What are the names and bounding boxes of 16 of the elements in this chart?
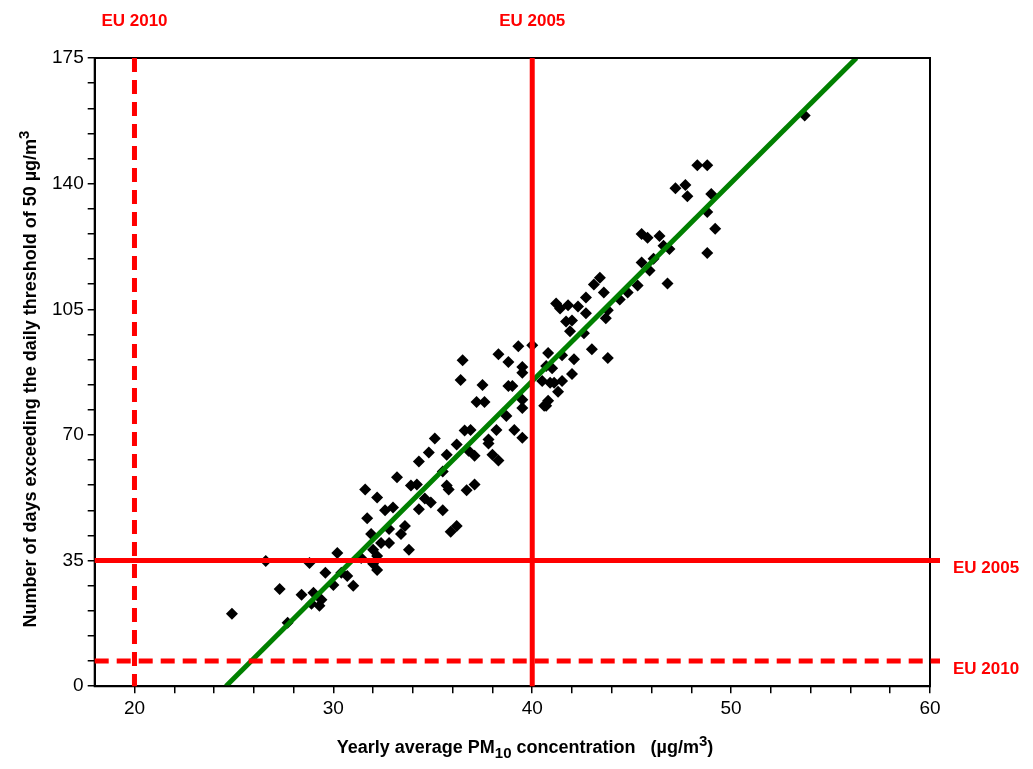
y-tick-label: 0: [73, 674, 84, 696]
ref-line-label: EU 2005: [953, 558, 1020, 578]
x-tick-label: 60: [919, 696, 941, 718]
y-tick-label: 35: [62, 548, 84, 570]
y-tick-label: 70: [62, 423, 84, 445]
x-tick-label: 50: [720, 696, 742, 718]
y-tick-label: 140: [52, 171, 84, 193]
y-tick-label: 175: [52, 46, 84, 68]
ref-line-label: EU 2005: [499, 11, 566, 31]
x-axis-title: Yearly average PM$_{10}$ concentration (µg/m$^{3}$): [335, 732, 715, 761]
x-tick-label: 40: [521, 696, 543, 718]
y-tick-label: 105: [52, 297, 84, 319]
ref-line-label: EU 2010: [953, 658, 1020, 678]
ref-line-label: EU 2010: [101, 11, 168, 31]
x-tick-label: 20: [123, 696, 146, 718]
x-tick-label: 30: [322, 696, 344, 718]
